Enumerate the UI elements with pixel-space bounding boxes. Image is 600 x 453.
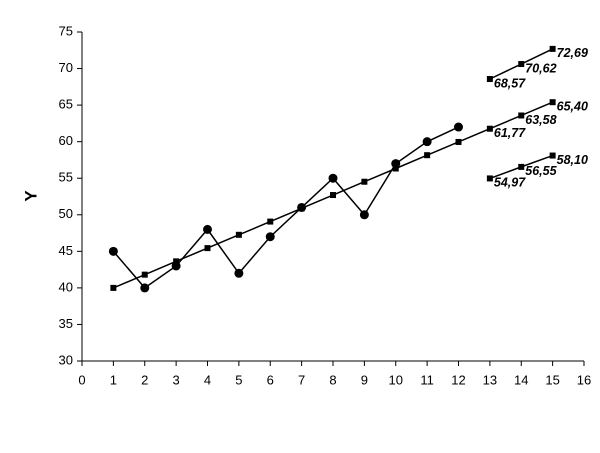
point — [267, 218, 274, 225]
x-tick-label: 9 — [361, 372, 368, 387]
value-label: 61,77 — [494, 126, 526, 140]
point — [518, 163, 525, 170]
value-label: 68,57 — [494, 76, 526, 90]
y-axis-label: Y — [21, 190, 40, 202]
x-tick-label: 7 — [298, 372, 305, 387]
value-label: 58,10 — [557, 153, 588, 167]
y-tick-label: 60 — [59, 133, 73, 148]
point — [392, 165, 399, 172]
point — [455, 138, 462, 145]
value-label: 65,40 — [557, 99, 588, 113]
point — [549, 99, 556, 106]
point — [549, 152, 556, 159]
y-tick-label: 70 — [59, 60, 73, 75]
x-tick-label: 3 — [173, 372, 180, 387]
point — [486, 175, 493, 182]
point — [518, 61, 525, 68]
point — [549, 45, 556, 52]
point — [203, 224, 212, 234]
x-tick-label: 4 — [204, 372, 211, 387]
x-tick-label: 2 — [141, 372, 148, 387]
x-tick-label: 15 — [545, 372, 559, 387]
x-tick-label: 6 — [267, 372, 274, 387]
x-tick-label: 11 — [420, 372, 434, 387]
series-line — [112, 126, 459, 289]
point — [298, 205, 305, 212]
x-tick-label: 1 — [110, 372, 117, 387]
y-tick-label: 50 — [59, 206, 73, 221]
value-label: 63,58 — [525, 113, 556, 127]
value-label: 56,55 — [525, 164, 557, 178]
value-label: 54,97 — [494, 176, 526, 190]
y-tick-label: 40 — [59, 279, 73, 294]
y-tick-label: 65 — [59, 97, 73, 112]
point — [422, 137, 432, 147]
point — [330, 192, 336, 199]
point — [265, 232, 275, 242]
point — [486, 125, 493, 132]
y-tick-label: 55 — [59, 170, 73, 185]
y-tick-label: 45 — [59, 243, 73, 258]
x-tick-label: 5 — [235, 372, 242, 387]
x-tick-label: 10 — [389, 372, 403, 387]
point — [424, 152, 431, 159]
x-tick-label: 16 — [577, 372, 591, 387]
point — [328, 173, 338, 183]
point — [234, 268, 244, 278]
x-tick-label: 12 — [451, 372, 465, 387]
point — [486, 76, 493, 83]
x-tick-label: 14 — [514, 372, 528, 387]
point — [141, 271, 148, 278]
x-tick-label: 0 — [78, 372, 85, 387]
point — [359, 210, 369, 220]
value-label: 70,62 — [525, 61, 556, 75]
point — [140, 283, 150, 293]
value-label: 72,69 — [557, 46, 588, 60]
point — [518, 112, 525, 119]
point — [108, 246, 118, 256]
x-tick-label: 13 — [483, 372, 497, 387]
point — [361, 178, 368, 185]
point — [235, 231, 242, 238]
y-tick-label: 30 — [59, 352, 73, 367]
point — [110, 284, 117, 291]
x-tick-label: 8 — [329, 372, 336, 387]
point — [454, 122, 463, 132]
point — [204, 245, 211, 252]
y-tick-label: 75 — [59, 23, 73, 38]
point — [173, 258, 180, 265]
y-tick-label: 35 — [59, 316, 73, 331]
